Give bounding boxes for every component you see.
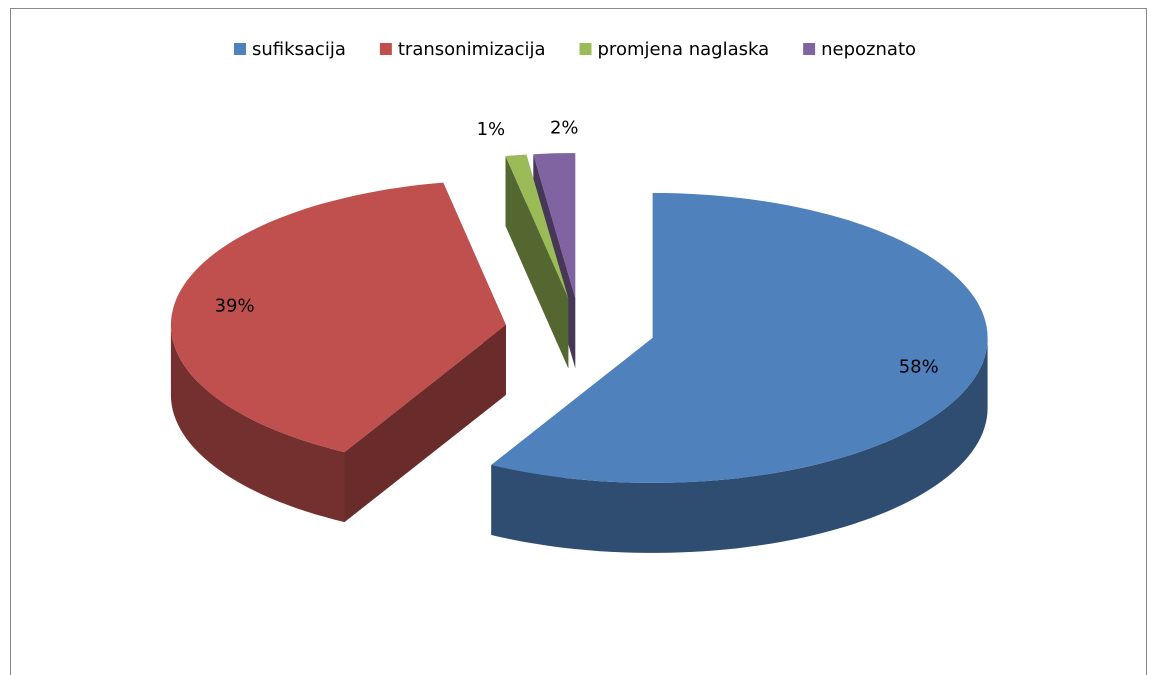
data-label: 39% bbox=[215, 295, 255, 316]
legend-label: nepoznato bbox=[821, 39, 916, 60]
slice-side bbox=[170, 325, 345, 523]
slice bbox=[505, 154, 569, 299]
legend-label: promjena naglaska bbox=[598, 39, 770, 60]
slice-wall bbox=[505, 156, 569, 369]
legend: sufiksacija transonimizacija promjena nagl… bbox=[233, 39, 916, 60]
legend-swatch bbox=[379, 43, 392, 55]
legend-label: sufiksacija bbox=[252, 39, 346, 60]
legend-swatch bbox=[579, 43, 592, 55]
slice bbox=[170, 182, 506, 523]
slice bbox=[505, 154, 569, 369]
slice bbox=[170, 182, 506, 453]
legend-label: transonimizacija bbox=[398, 39, 546, 60]
slice-side bbox=[491, 338, 988, 553]
slice bbox=[491, 193, 988, 553]
slice-wall bbox=[344, 325, 506, 523]
data-label: 1% bbox=[477, 119, 506, 140]
data-label: 58% bbox=[899, 357, 939, 378]
slice bbox=[491, 193, 988, 483]
slice bbox=[533, 153, 576, 299]
legend-swatch bbox=[233, 43, 246, 55]
data-label: 2% bbox=[550, 117, 579, 138]
legend-swatch bbox=[803, 43, 816, 55]
